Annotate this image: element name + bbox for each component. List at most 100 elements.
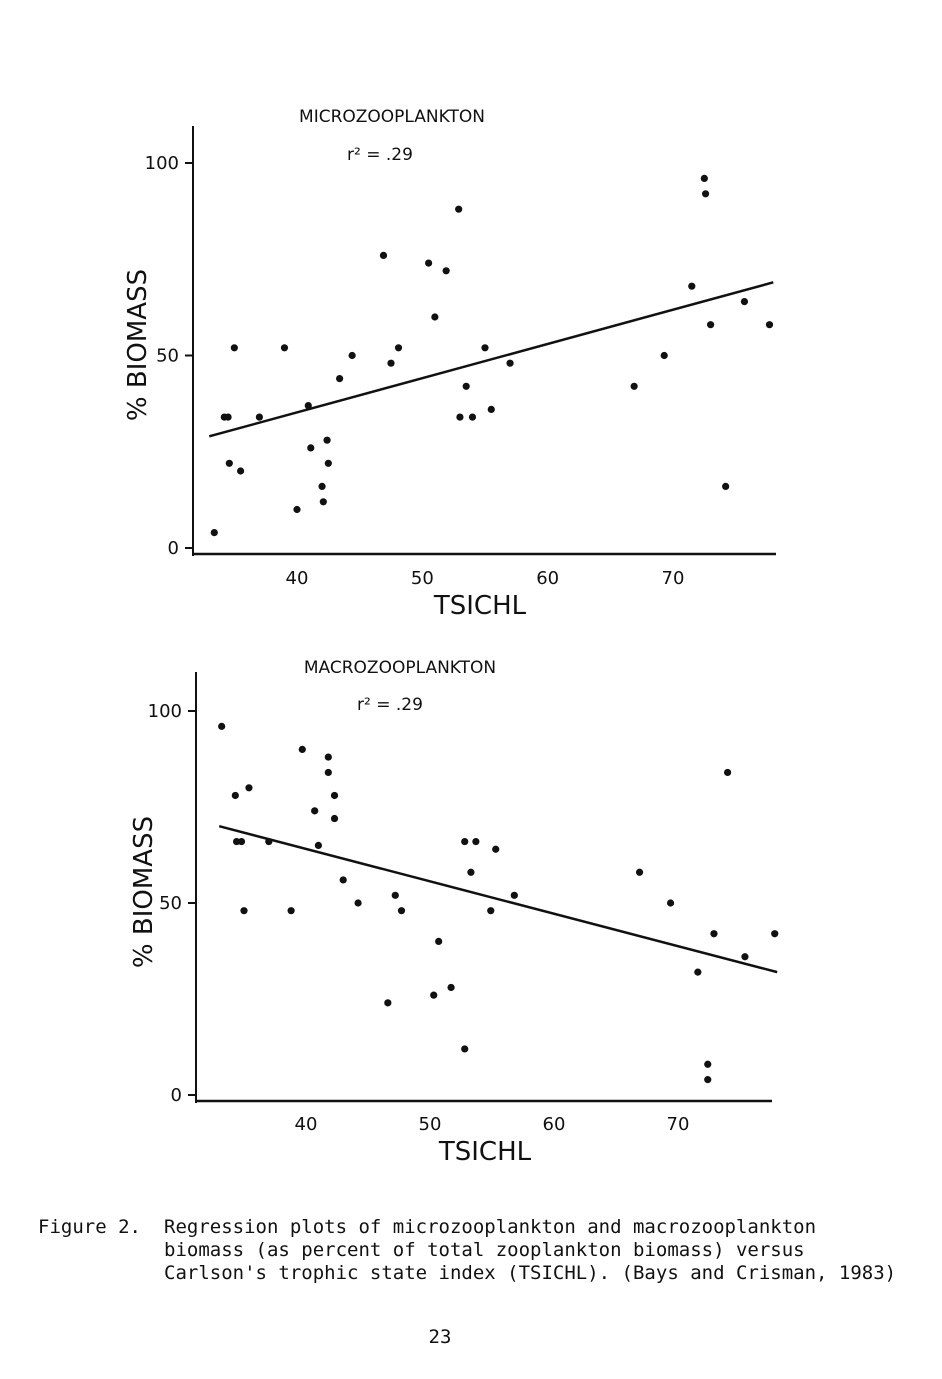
data-point: [430, 991, 438, 999]
data-point: [694, 968, 702, 976]
data-point: [311, 807, 319, 815]
data-point: [397, 907, 406, 915]
data-point: [431, 313, 439, 321]
data-point: [330, 814, 339, 823]
data-point: [225, 459, 233, 467]
x-axis-label: TSICHL: [438, 1137, 532, 1167]
data-point: [231, 791, 239, 800]
data-point: [704, 1076, 712, 1084]
x-tick-label: 60: [543, 1114, 566, 1135]
data-point: [387, 359, 395, 367]
data-point: [304, 401, 312, 410]
data-point: [481, 344, 489, 352]
data-point: [461, 1045, 469, 1053]
data-point: [425, 259, 433, 267]
macrozooplankton-chart: MACROZOOPLANKTON r² = .29 % BIOMASS TSIC…: [129, 658, 779, 1167]
data-point: [394, 344, 403, 352]
data-point: [771, 930, 779, 938]
data-point: [468, 413, 477, 421]
data-point: [240, 907, 248, 915]
caption-line-2: biomass (as percent of total zooplankton…: [164, 1239, 805, 1261]
data-point: [506, 359, 514, 367]
chart-title: MICROZOOPLANKTON: [299, 107, 485, 127]
data-point: [330, 791, 339, 800]
microzooplankton-chart: MICROZOOPLANKTON r² = .29 % BIOMASS TSIC…: [123, 107, 776, 621]
data-point: [461, 837, 469, 846]
x-tick-label: 40: [286, 568, 309, 589]
x-axis-label: TSICHL: [433, 591, 527, 621]
data-point: [384, 999, 392, 1007]
data-point: [287, 907, 295, 915]
data-point: [455, 205, 463, 213]
x-tick-label: 40: [295, 1114, 318, 1135]
y-axis-label: % BIOMASS: [129, 816, 159, 968]
data-point: [232, 837, 241, 846]
x-tick-label: 70: [662, 568, 685, 589]
data-point: [280, 344, 289, 352]
data-point: [237, 467, 245, 475]
data-point: [660, 351, 668, 360]
data-point: [224, 413, 232, 421]
data-point: [740, 298, 749, 306]
data-point: [765, 321, 774, 329]
data-point: [510, 891, 518, 899]
data-point: [245, 784, 253, 792]
x-tick-label: 50: [411, 568, 434, 589]
chart-title: MACROZOOPLANKTON: [304, 658, 496, 678]
caption-line-3: Carlson's trophic state index (TSICHL). …: [164, 1262, 897, 1284]
data-point: [707, 321, 715, 329]
page-number: 23: [428, 1326, 452, 1348]
data-point: [472, 837, 480, 846]
regression-line: [208, 281, 774, 438]
x-tick-label: 60: [536, 568, 559, 589]
data-point: [435, 937, 443, 946]
data-point: [237, 837, 246, 846]
data-point: [293, 505, 301, 514]
data-point: [701, 190, 710, 198]
data-point: [324, 753, 332, 761]
y-tick-label: 0: [171, 1085, 182, 1106]
data-point: [704, 1060, 712, 1068]
data-point: [724, 768, 732, 777]
data-point: [688, 282, 696, 290]
data-point: [741, 953, 749, 961]
data-point: [447, 983, 455, 992]
data-point: [391, 891, 399, 899]
data-point: [318, 482, 326, 490]
data-point: [314, 841, 322, 850]
data-point: [462, 382, 470, 390]
y-tick-label: 100: [148, 701, 182, 722]
data-point: [379, 251, 388, 259]
data-point: [354, 899, 362, 907]
caption-line-1: Regression plots of microzooplankton and…: [164, 1216, 817, 1238]
r-squared-annotation: r² = .29: [347, 145, 413, 165]
data-point: [666, 899, 675, 907]
data-point: [324, 768, 332, 777]
data-point: [467, 868, 475, 876]
data-point: [336, 375, 344, 383]
data-point: [298, 745, 306, 754]
data-point: [700, 174, 708, 182]
y-tick-label: 0: [168, 538, 179, 559]
y-tick-label: 50: [159, 893, 182, 914]
data-point: [210, 529, 218, 537]
data-point: [487, 405, 495, 413]
data-point: [339, 876, 347, 884]
data-point: [456, 413, 464, 421]
data-point: [442, 267, 450, 275]
data-point: [722, 482, 730, 490]
data-point: [630, 382, 638, 390]
data-point: [710, 930, 718, 938]
regression-line: [218, 824, 778, 974]
data-point: [230, 344, 238, 352]
data-point: [492, 845, 500, 853]
data-point: [319, 498, 327, 506]
data-point: [324, 459, 332, 467]
data-point: [487, 907, 495, 915]
y-axis-label: % BIOMASS: [123, 269, 153, 421]
data-point: [635, 868, 644, 876]
r-squared-annotation: r² = .29: [357, 695, 423, 715]
y-tick-label: 100: [145, 153, 179, 174]
data-point: [348, 351, 356, 360]
